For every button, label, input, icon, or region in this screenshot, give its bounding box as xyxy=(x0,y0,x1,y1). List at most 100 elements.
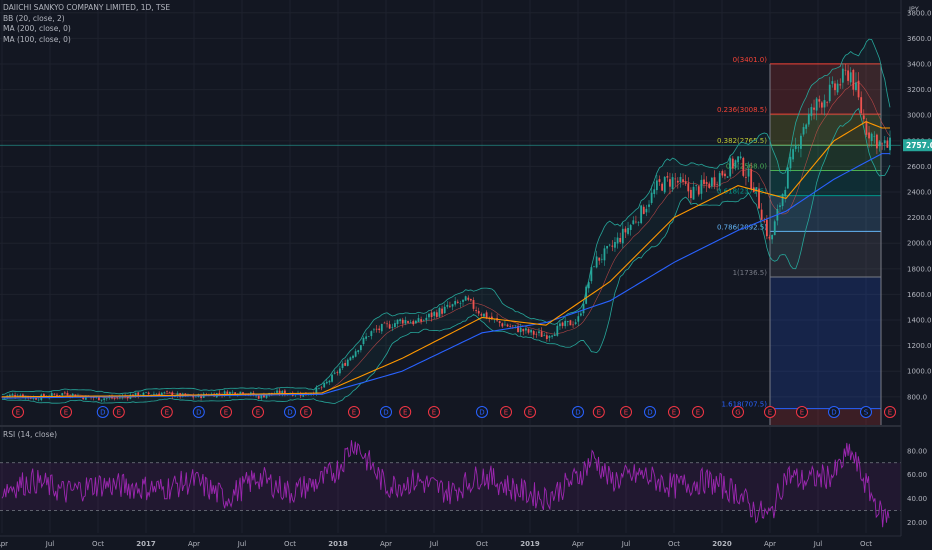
candle-body xyxy=(590,267,593,282)
price-tick-label: 3000.0 xyxy=(907,112,932,120)
candle-body xyxy=(218,392,221,394)
price-tick-label: 1800.0 xyxy=(907,265,932,273)
candle-body xyxy=(742,157,745,176)
time-tick-label: Apr xyxy=(188,540,200,548)
candle-body xyxy=(469,299,472,301)
event-marker-label: E xyxy=(224,409,228,417)
candle-body xyxy=(414,320,417,324)
candle-body xyxy=(443,306,446,314)
candle-body xyxy=(6,395,9,397)
fibonacci-retracement[interactable]: 0(3401.0) 0.236(3008.5) 0.382(2765.5) 0.5(2… xyxy=(0,56,901,425)
candle-body xyxy=(632,220,635,225)
event-marker-label: E xyxy=(888,409,892,417)
candle-body xyxy=(163,392,166,393)
price-tick-label: 1000.0 xyxy=(907,368,932,376)
candle-body xyxy=(126,396,129,399)
candle-body xyxy=(841,68,844,83)
time-tick-label: 2017 xyxy=(136,540,156,548)
candle-body xyxy=(514,325,517,326)
candle-body xyxy=(8,394,11,397)
candle-body xyxy=(504,324,506,326)
time-tick-label: Apr xyxy=(764,540,776,548)
candle-body xyxy=(637,222,640,223)
event-marker-icon xyxy=(252,406,264,418)
candle-body xyxy=(695,184,698,186)
candle-body xyxy=(860,97,863,114)
candle-body xyxy=(153,393,155,395)
candle-body xyxy=(344,362,347,366)
candle-body xyxy=(768,236,771,239)
candle-body xyxy=(598,257,601,261)
candle-body xyxy=(603,248,606,261)
candle-body xyxy=(703,179,705,184)
time-tick-label: Oct xyxy=(860,540,872,548)
candle-body xyxy=(490,316,493,320)
candle-body xyxy=(265,395,268,398)
candle-body xyxy=(417,318,420,322)
indicator-ma100[interactable]: MA (100, close, 0) xyxy=(3,34,71,44)
candle-body xyxy=(464,296,467,301)
candle-body xyxy=(878,141,881,147)
event-marker-icon xyxy=(284,406,296,418)
indicator-bb[interactable]: BB (20, close, 2) xyxy=(3,13,65,23)
candle-body xyxy=(587,282,590,289)
event-marker-label: E xyxy=(165,409,169,417)
candle-body xyxy=(663,176,666,193)
event-marker-label: E xyxy=(432,409,436,417)
candle-body xyxy=(627,227,629,234)
event-marker-icon xyxy=(160,406,173,418)
bb-basis xyxy=(1,81,891,399)
candle-body xyxy=(852,69,855,90)
candle-body xyxy=(98,396,100,401)
time-tick-label: Oct xyxy=(284,540,296,548)
event-marker-label: D xyxy=(831,409,836,417)
event-marker-label: E xyxy=(352,409,356,417)
candle-body xyxy=(485,312,488,319)
event-marker-icon xyxy=(380,406,392,418)
event-marker-icon xyxy=(476,406,488,418)
price-tick-label: 2200.0 xyxy=(907,214,932,222)
time-tick-label: 2018 xyxy=(328,540,348,548)
candle-body xyxy=(459,303,462,304)
candle-body xyxy=(359,345,362,351)
candle-body xyxy=(765,219,768,237)
candle-body xyxy=(304,392,307,396)
candle-body xyxy=(792,149,794,160)
candle-body xyxy=(517,325,519,333)
candle-body xyxy=(134,392,137,397)
event-marker-label: E xyxy=(768,409,772,417)
candle-body xyxy=(451,304,454,307)
candle-body xyxy=(297,392,299,395)
candle-body xyxy=(116,397,119,398)
price-tick-label: 2000.0 xyxy=(907,240,932,248)
time-tick-label: Oct xyxy=(92,540,104,548)
candle-body xyxy=(281,391,284,395)
candle-body xyxy=(805,124,808,129)
candle-body xyxy=(731,158,734,169)
fib-level-label: 1(1736.5) xyxy=(733,269,768,277)
candle-body xyxy=(166,391,168,393)
rsi-indicator-label[interactable]: RSI (14, close) xyxy=(3,430,58,439)
candle-body xyxy=(569,320,572,326)
price-axis-bg xyxy=(901,0,932,550)
fib-level-label: 1.618(707.5) xyxy=(721,401,767,409)
candle-body xyxy=(527,329,530,333)
candle-body xyxy=(718,173,721,187)
candle-body xyxy=(19,395,22,397)
event-marker-label: D xyxy=(196,409,201,417)
indicator-ma200[interactable]: MA (200, close, 0) xyxy=(3,24,71,33)
candle-body xyxy=(234,392,237,395)
candle-body xyxy=(509,325,512,327)
candle-body xyxy=(763,221,766,222)
candle-body xyxy=(823,100,826,108)
candle-body xyxy=(498,321,501,323)
candle-body xyxy=(103,398,106,400)
candle-body xyxy=(800,135,802,149)
time-tick-label: Apr xyxy=(572,540,584,548)
candle-body xyxy=(868,132,870,139)
candle-body xyxy=(519,327,522,333)
price-tick-label: 2400.0 xyxy=(907,189,932,197)
candle-body xyxy=(545,335,548,339)
